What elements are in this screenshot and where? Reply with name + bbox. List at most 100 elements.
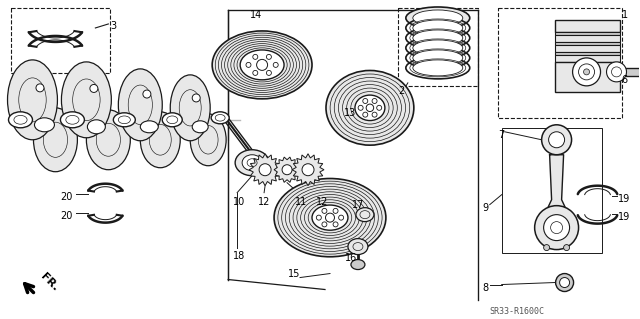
Circle shape xyxy=(316,215,321,220)
Ellipse shape xyxy=(312,205,348,230)
Circle shape xyxy=(322,208,327,213)
Text: 16: 16 xyxy=(345,253,357,263)
Text: 10: 10 xyxy=(233,197,245,207)
Polygon shape xyxy=(292,154,324,186)
Bar xyxy=(10,8,110,73)
Text: 9: 9 xyxy=(483,203,489,213)
Polygon shape xyxy=(249,154,281,186)
Polygon shape xyxy=(274,157,300,182)
Text: 15: 15 xyxy=(288,269,300,278)
Circle shape xyxy=(363,112,368,117)
Text: 8: 8 xyxy=(483,283,489,293)
Text: SR33-R1600C: SR33-R1600C xyxy=(490,308,545,316)
Ellipse shape xyxy=(413,20,463,36)
Ellipse shape xyxy=(406,7,470,29)
Polygon shape xyxy=(545,155,568,215)
Circle shape xyxy=(257,59,268,70)
Text: 1: 1 xyxy=(621,10,628,20)
Text: 12: 12 xyxy=(258,197,271,207)
Circle shape xyxy=(548,132,564,148)
Circle shape xyxy=(339,215,344,220)
Circle shape xyxy=(253,70,258,75)
Bar xyxy=(623,68,640,76)
Ellipse shape xyxy=(212,31,312,99)
Bar xyxy=(555,20,620,32)
Text: 14: 14 xyxy=(250,10,262,20)
Ellipse shape xyxy=(326,70,414,145)
Ellipse shape xyxy=(170,75,210,141)
Ellipse shape xyxy=(211,112,229,124)
Text: 18: 18 xyxy=(233,251,245,261)
Circle shape xyxy=(36,84,44,92)
Circle shape xyxy=(377,105,381,110)
Circle shape xyxy=(246,63,251,67)
Circle shape xyxy=(556,274,573,292)
Ellipse shape xyxy=(355,95,385,121)
Ellipse shape xyxy=(88,120,106,134)
Circle shape xyxy=(363,99,368,103)
Text: 17: 17 xyxy=(352,200,364,210)
Text: 12: 12 xyxy=(316,197,328,207)
Bar xyxy=(555,45,620,52)
Circle shape xyxy=(333,208,338,213)
Circle shape xyxy=(302,164,314,176)
Circle shape xyxy=(253,54,258,59)
Circle shape xyxy=(192,94,200,102)
Circle shape xyxy=(543,215,570,241)
Ellipse shape xyxy=(242,155,262,171)
Text: 19: 19 xyxy=(618,211,630,222)
Circle shape xyxy=(266,70,271,75)
Ellipse shape xyxy=(86,110,131,170)
Ellipse shape xyxy=(35,118,54,132)
Text: 20: 20 xyxy=(60,211,73,221)
Text: 2: 2 xyxy=(398,86,404,96)
Circle shape xyxy=(259,164,271,176)
Text: 6: 6 xyxy=(621,75,628,85)
Circle shape xyxy=(143,90,151,98)
Ellipse shape xyxy=(190,114,226,166)
Ellipse shape xyxy=(8,112,33,128)
Bar xyxy=(555,55,620,62)
Ellipse shape xyxy=(348,239,368,255)
Circle shape xyxy=(366,104,374,112)
Ellipse shape xyxy=(413,40,463,56)
Circle shape xyxy=(534,206,579,249)
Ellipse shape xyxy=(60,112,84,128)
Circle shape xyxy=(282,165,292,175)
Circle shape xyxy=(326,213,335,222)
Circle shape xyxy=(584,69,589,75)
Bar xyxy=(555,42,620,45)
Ellipse shape xyxy=(192,121,208,133)
Text: 11: 11 xyxy=(295,197,307,207)
Circle shape xyxy=(273,63,278,67)
Circle shape xyxy=(559,278,570,287)
Ellipse shape xyxy=(413,30,463,46)
Text: 20: 20 xyxy=(60,192,73,202)
Ellipse shape xyxy=(163,113,182,127)
Ellipse shape xyxy=(8,60,58,140)
Bar xyxy=(498,8,623,118)
Text: 3: 3 xyxy=(110,21,116,31)
Text: 13: 13 xyxy=(344,108,356,118)
Ellipse shape xyxy=(240,50,284,80)
Ellipse shape xyxy=(140,112,180,168)
Circle shape xyxy=(573,58,600,86)
Ellipse shape xyxy=(413,10,463,26)
Circle shape xyxy=(372,112,377,117)
Ellipse shape xyxy=(113,113,135,127)
Bar xyxy=(555,35,620,42)
Circle shape xyxy=(372,99,377,103)
Bar xyxy=(398,8,477,86)
Text: 7: 7 xyxy=(498,130,504,140)
Ellipse shape xyxy=(356,208,374,222)
Ellipse shape xyxy=(413,50,463,66)
Ellipse shape xyxy=(274,179,386,257)
Circle shape xyxy=(90,85,98,93)
Ellipse shape xyxy=(118,69,163,141)
Circle shape xyxy=(564,245,570,251)
Ellipse shape xyxy=(413,60,463,76)
Bar xyxy=(555,52,620,55)
Ellipse shape xyxy=(235,150,269,176)
Circle shape xyxy=(607,62,627,82)
Circle shape xyxy=(322,222,327,227)
